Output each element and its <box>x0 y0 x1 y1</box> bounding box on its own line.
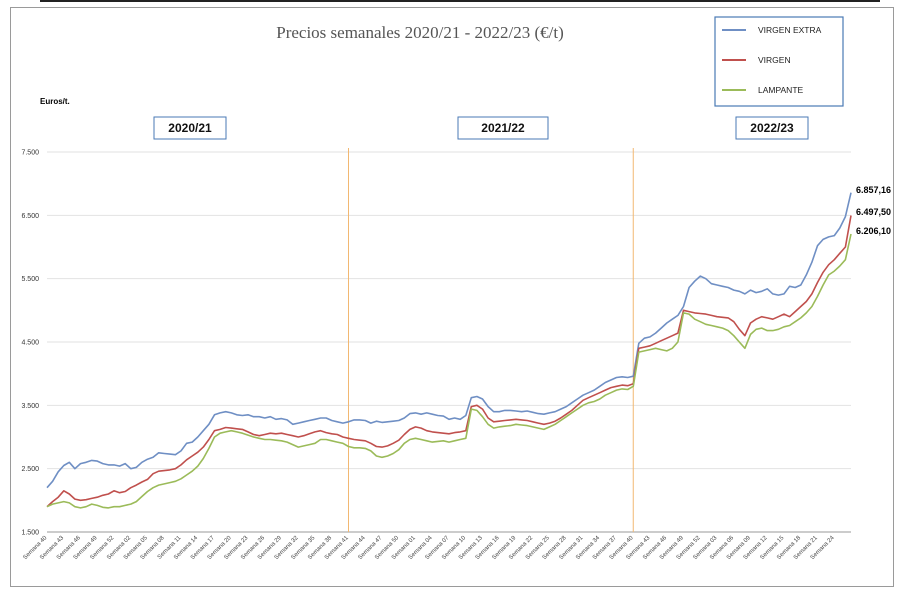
y-axis-unit: Euros/t. <box>40 97 70 106</box>
season-label: 2022/23 <box>750 121 794 135</box>
season-label: 2020/21 <box>168 121 212 135</box>
season-box <box>153 116 227 140</box>
series-line <box>46 233 852 509</box>
y-tick-label: 7.500 <box>21 150 39 157</box>
season-box <box>735 116 809 140</box>
legend-box <box>714 16 844 107</box>
top-rule <box>40 0 880 2</box>
y-tick-label: 1.500 <box>21 530 39 537</box>
end-value-label: 6.497,50 <box>856 207 891 217</box>
legend-label: VIRGEN EXTRA <box>758 25 822 35</box>
y-tick-label: 5.500 <box>21 276 39 283</box>
series-lines <box>46 192 852 509</box>
y-tick-labels: 1.500 2.500 3.500 4.500 5.500 6.500 7.500 <box>21 150 39 537</box>
y-tick-label: 3.500 <box>21 403 39 410</box>
y-tick-label: 6.500 <box>21 213 39 220</box>
legend-items: VIRGEN EXTRA VIRGEN LAMPANTE <box>722 25 822 95</box>
end-value-label: 6.206,10 <box>856 226 891 236</box>
legend-label: VIRGEN <box>758 55 791 65</box>
y-tick-label: 4.500 <box>21 340 39 347</box>
end-value-label: 6.857,16 <box>856 185 891 195</box>
season-dividers <box>348 148 634 532</box>
chart-title: Precios semanales 2020/21 - 2022/23 (€/t… <box>276 23 564 42</box>
end-value-labels: 6.857,16 6.497,50 6.206,10 <box>856 185 891 236</box>
series-line <box>46 192 852 489</box>
legend: VIRGEN EXTRA VIRGEN LAMPANTE <box>714 16 844 107</box>
grid-lines <box>47 151 851 533</box>
season-box <box>457 116 549 140</box>
season-label: 2021/22 <box>481 121 525 135</box>
season-labels: 2020/21 2021/22 2022/23 <box>153 116 809 140</box>
legend-label: LAMPANTE <box>758 85 804 95</box>
series-line <box>46 215 852 508</box>
y-tick-label: 2.500 <box>21 466 39 473</box>
